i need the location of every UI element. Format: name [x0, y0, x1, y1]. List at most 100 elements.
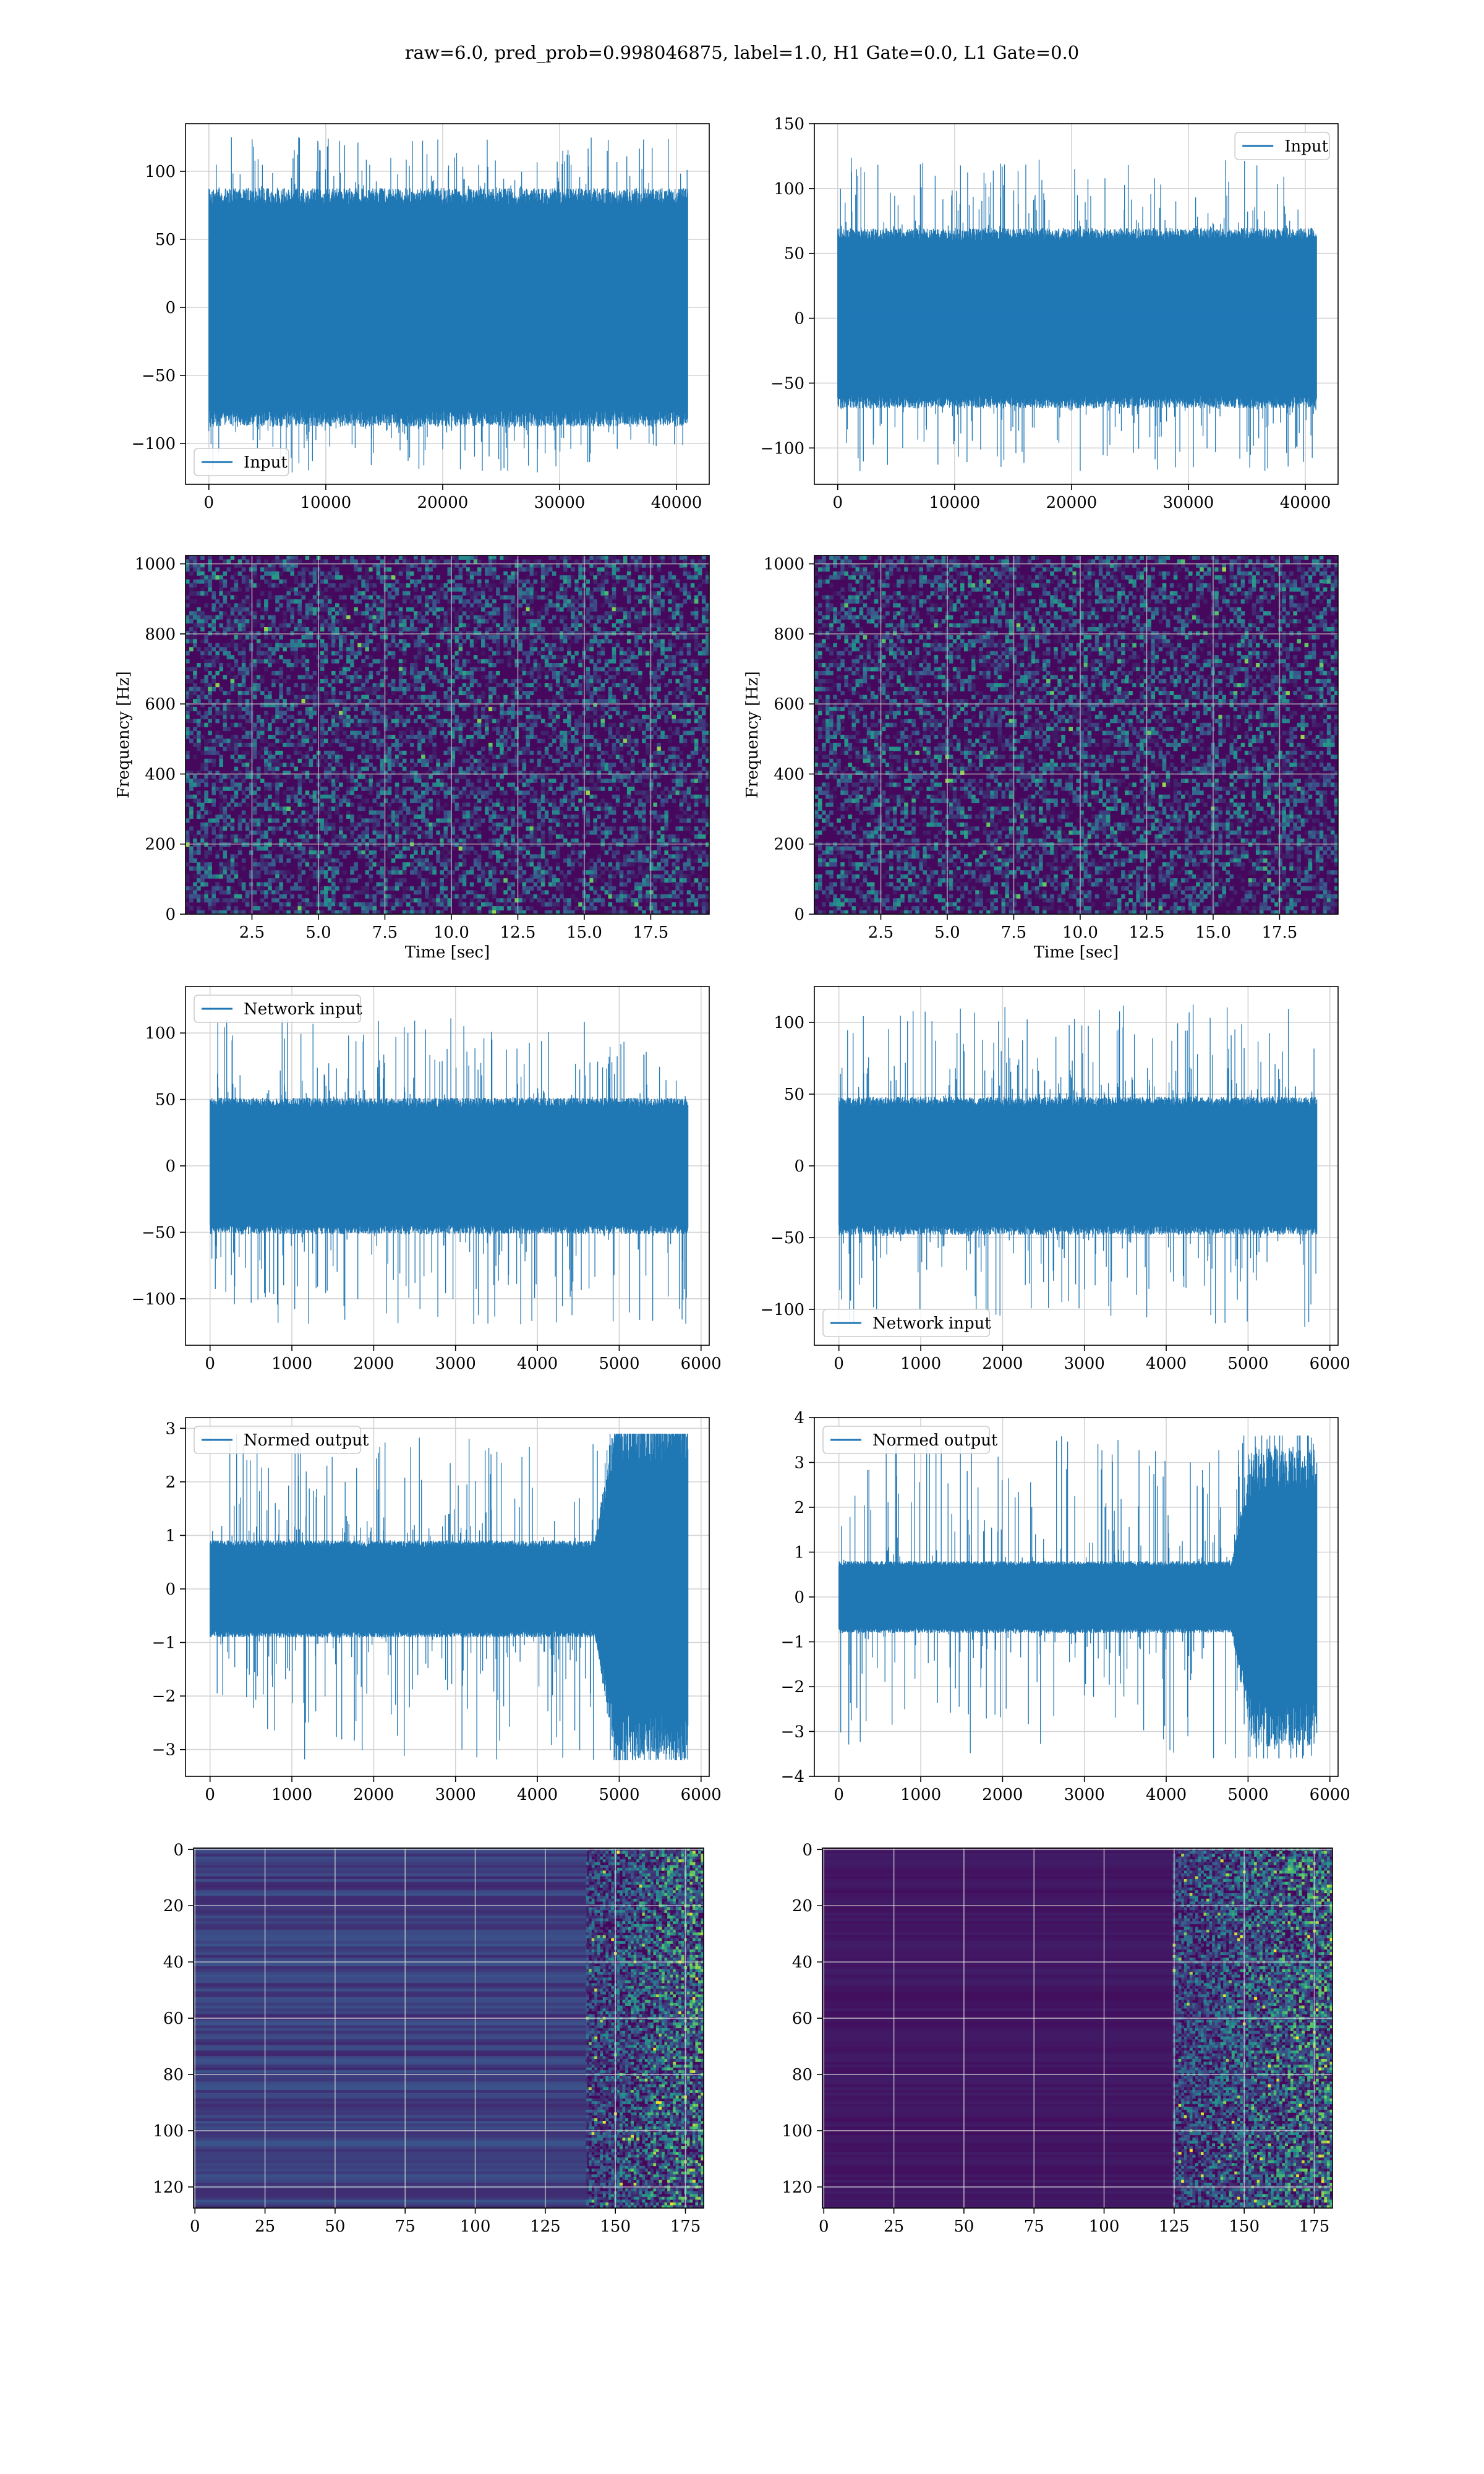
spectrogram-cell: [436, 722, 440, 727]
spectrogram-cell: [331, 766, 336, 771]
spectrogram-cell: [327, 583, 332, 588]
spectrogram-cell: [301, 714, 306, 719]
spectrogram-cell: [252, 683, 257, 688]
spectrogram-cell: [208, 711, 212, 716]
spectrogram-cell: [361, 742, 365, 747]
spectrogram-cell: [312, 691, 317, 696]
spectrogram-cell: [496, 623, 500, 628]
spectrogram-cell: [514, 663, 519, 667]
spectrogram-cell: [383, 583, 388, 588]
spectrogram-cell: [398, 882, 403, 887]
spectrogram-cell: [197, 563, 201, 568]
spectrogram-cell: [286, 807, 291, 811]
spectrogram-cell: [540, 814, 545, 819]
spectrogram-cell: [522, 591, 527, 596]
spectrogram-cell: [309, 706, 313, 711]
spectrogram-cell: [249, 774, 254, 779]
spectrogram-cell: [429, 798, 433, 803]
spectrogram-cell: [343, 559, 347, 564]
spectrogram-cell: [204, 782, 208, 787]
spectrogram-cell: [544, 910, 549, 915]
spectrogram-cell: [451, 735, 456, 739]
spectrogram-cell: [574, 587, 579, 592]
spectrogram-cell: [357, 678, 362, 683]
spectrogram-cell: [275, 711, 279, 716]
spectrogram-cell: [440, 670, 444, 675]
spectrogram-cell: [245, 894, 250, 899]
spectrogram-cell: [380, 615, 385, 620]
spectrogram-cell: [286, 714, 291, 719]
spectrogram-cell: [417, 647, 422, 652]
spectrogram-cell: [331, 830, 336, 835]
spectrogram-cell: [518, 667, 522, 672]
spectrogram-cell: [466, 778, 471, 783]
spectrogram-cell: [473, 894, 478, 899]
spectrogram-cell: [305, 738, 310, 743]
spectrogram-cell: [301, 898, 306, 903]
spectrogram-cell: [488, 627, 493, 631]
spectrogram-cell: [312, 874, 317, 879]
spectrogram-cell: [451, 846, 456, 851]
spectrogram-cell: [312, 790, 317, 795]
spectrogram-cell: [283, 807, 287, 811]
spectrogram-cell: [365, 687, 369, 691]
spectrogram-cell: [447, 706, 452, 711]
spectrogram-cell: [500, 834, 504, 839]
spectrogram-cell: [271, 826, 276, 831]
spectrogram-cell: [380, 810, 385, 815]
spectrogram-cell: [425, 567, 429, 572]
spectrogram-cell: [425, 866, 429, 871]
spectrogram-cell: [268, 902, 272, 907]
spectrogram-cell: [473, 559, 478, 564]
spectrogram-cell: [544, 583, 549, 588]
spectrogram-cell: [327, 643, 332, 648]
spectrogram-cell: [230, 858, 235, 863]
spectrogram-cell: [454, 639, 459, 644]
spectrogram-cell: [410, 627, 414, 631]
spectrogram-cell: [473, 607, 478, 612]
spectrogram-cell: [567, 814, 571, 819]
spectrogram-cell: [204, 714, 208, 719]
spectrogram-cell: [477, 631, 482, 636]
spectrogram-cell: [211, 571, 216, 576]
spectrogram-cell: [215, 651, 220, 656]
spectrogram-cell: [215, 699, 220, 703]
spectrogram-cell: [350, 894, 354, 899]
spectrogram-cell: [343, 647, 347, 652]
spectrogram-cell: [383, 866, 388, 871]
spectrogram-cell: [477, 822, 482, 827]
spectrogram-cell: [533, 663, 538, 667]
spectrogram-cell: [555, 786, 560, 791]
spectrogram-cell: [354, 722, 358, 727]
spectrogram-cell: [223, 706, 228, 711]
spectrogram-cell: [204, 830, 208, 835]
spectrogram-cell: [529, 714, 534, 719]
spectrogram-cell: [197, 623, 201, 628]
spectrogram-cell: [249, 714, 254, 719]
spectrogram-cell: [481, 651, 485, 656]
spectrogram-cell: [237, 563, 242, 568]
spectrogram-cell: [357, 647, 362, 652]
spectrogram-cell: [361, 834, 365, 839]
spectrogram-cell: [503, 571, 508, 576]
spectrogram-cell: [271, 670, 276, 675]
spectrogram-cell: [522, 834, 527, 839]
spectrogram-cell: [323, 643, 328, 648]
spectrogram-cell: [440, 555, 444, 560]
spectrogram-cell: [485, 611, 489, 616]
spectrogram-cell: [283, 659, 287, 664]
spectrogram-cell: [372, 898, 377, 903]
spectrogram-cell: [297, 711, 302, 716]
spectrogram-cell: [294, 683, 298, 688]
spectrogram-cell: [226, 858, 231, 863]
spectrogram-cell: [492, 774, 497, 779]
spectrogram-cell: [563, 794, 568, 799]
spectrogram-cell: [511, 639, 515, 644]
spectrogram-cell: [485, 807, 489, 811]
spectrogram-cell: [410, 631, 414, 636]
spectrogram-cell: [320, 874, 325, 879]
spectrogram-cell: [320, 627, 325, 631]
spectrogram-cell: [323, 719, 328, 724]
spectrogram-cell: [402, 838, 407, 843]
spectrogram-cell: [275, 802, 279, 807]
